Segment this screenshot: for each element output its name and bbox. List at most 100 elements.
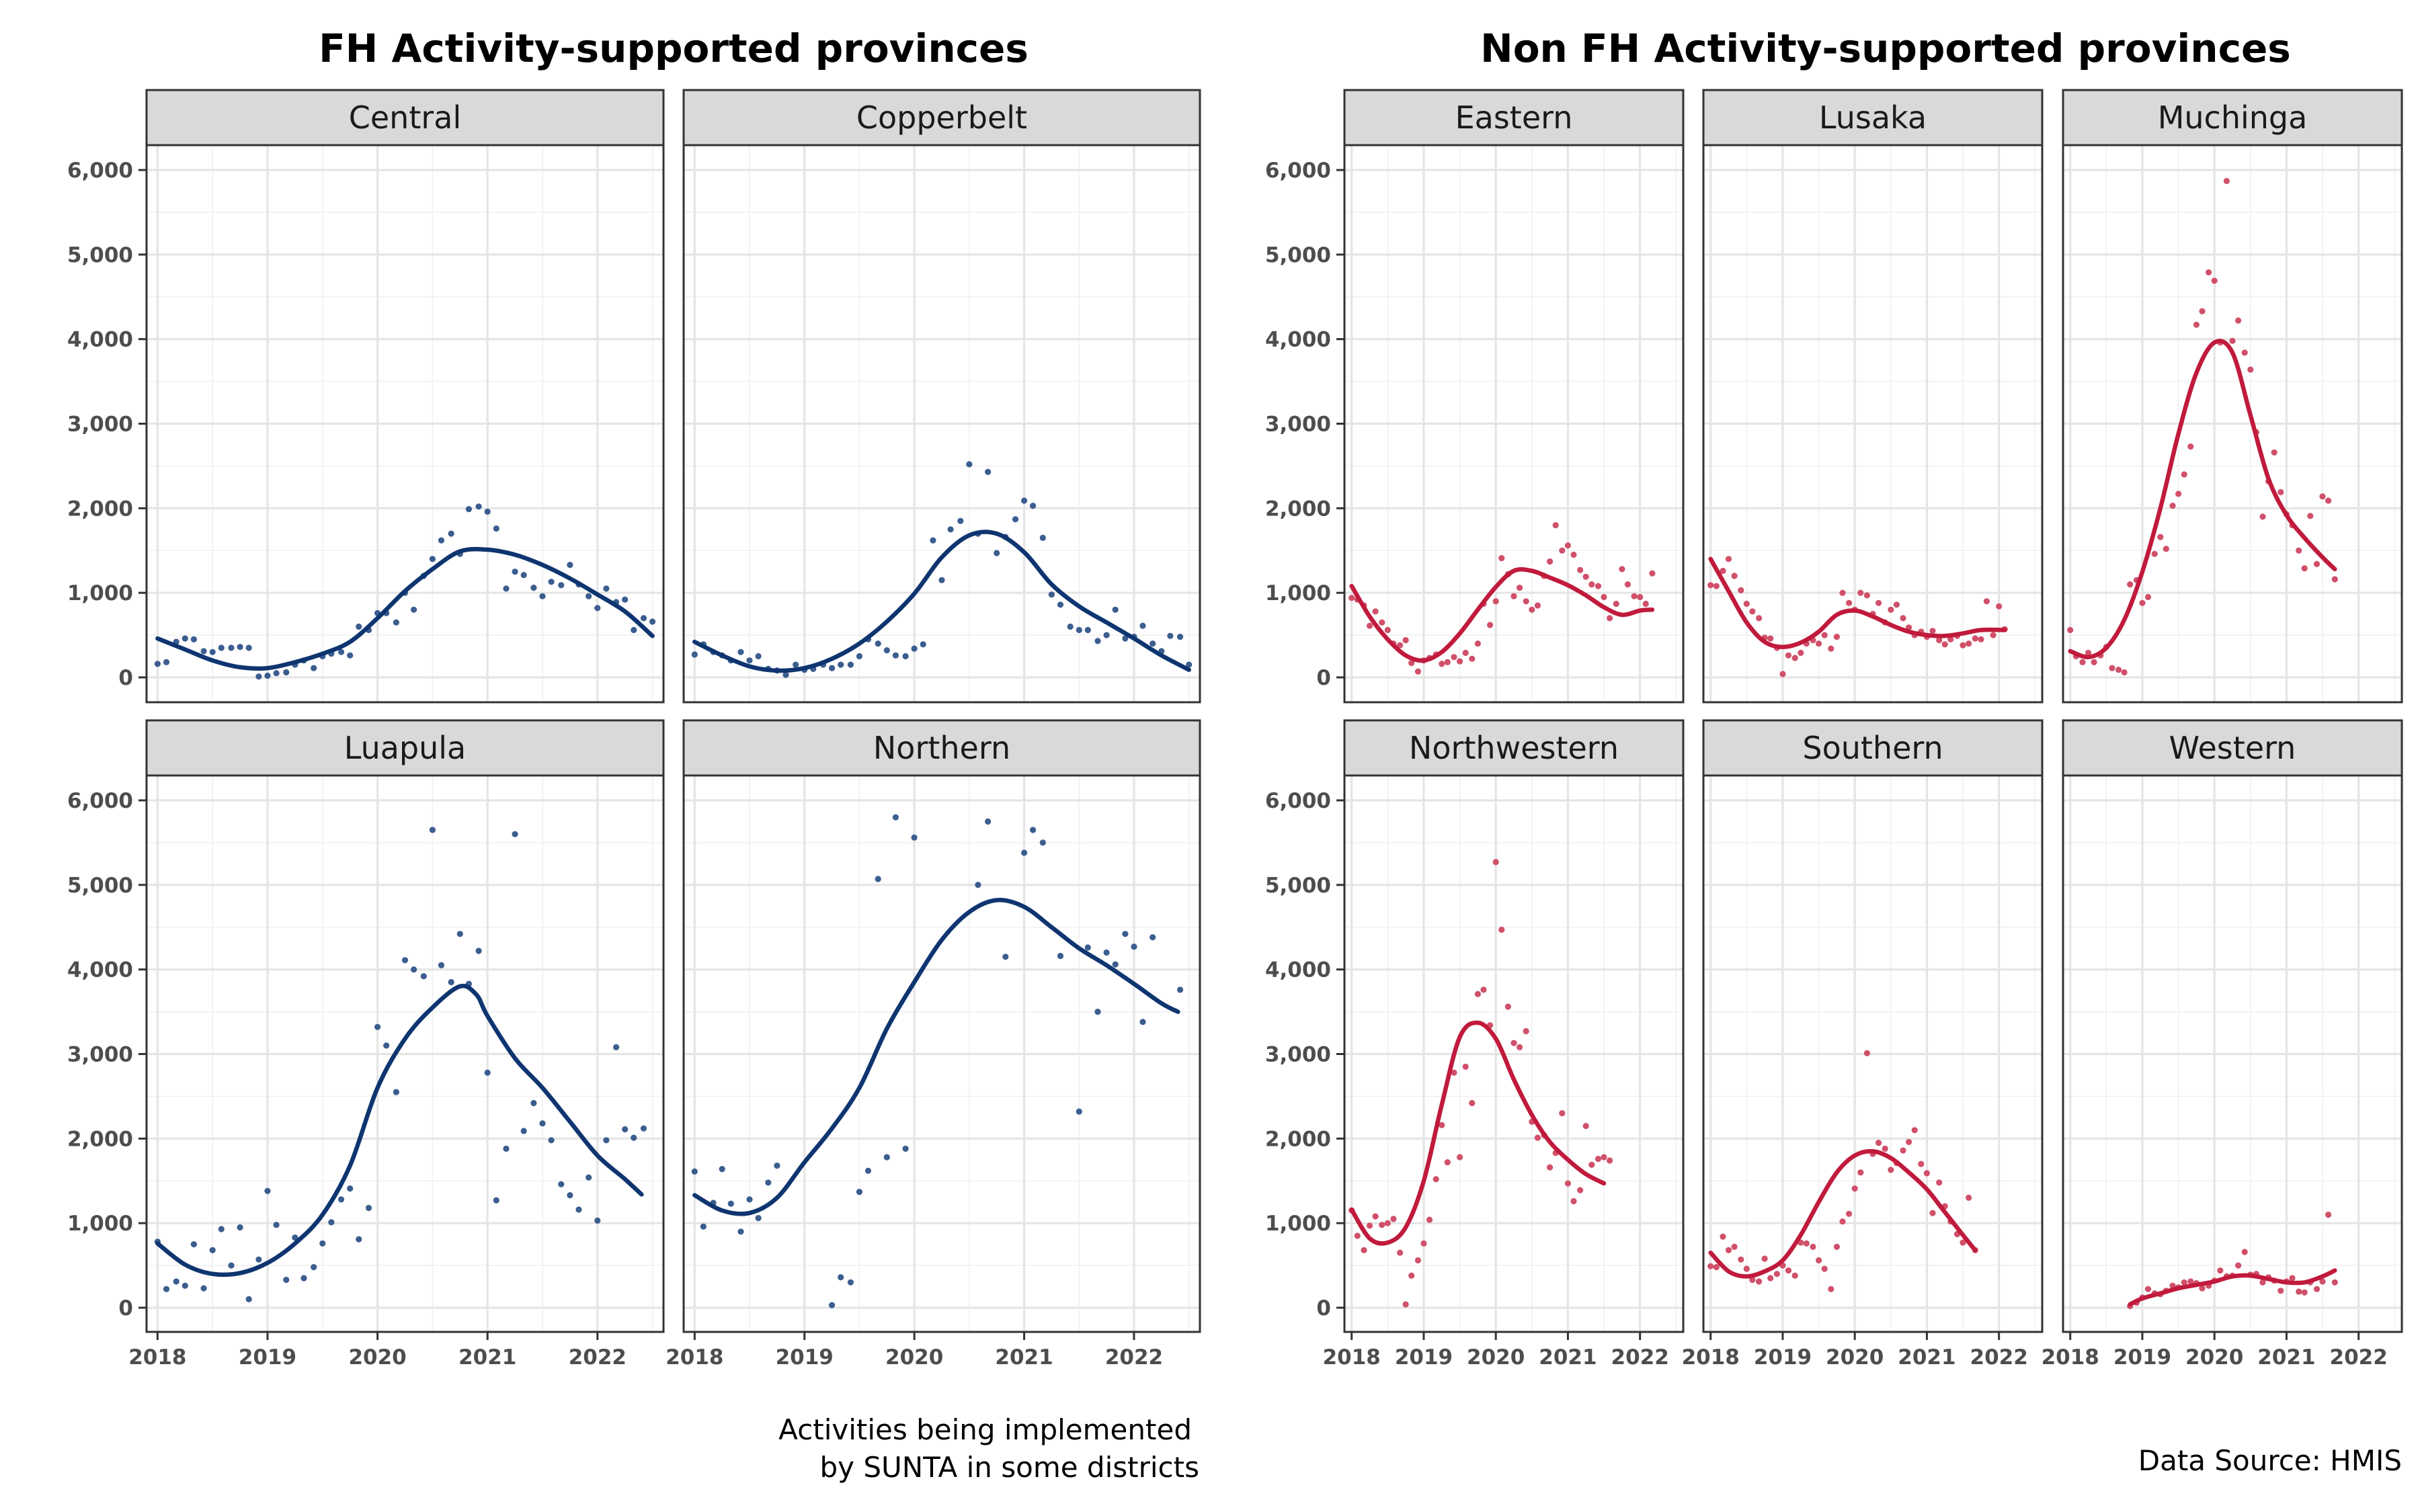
data-point [173,1278,179,1285]
x-tick-label: 2020 [885,1345,943,1370]
panel-border [2062,144,2403,704]
data-point [1094,1009,1101,1015]
data-point [947,526,954,533]
data-point [1833,1243,1840,1250]
data-point [411,966,417,973]
data-point [1517,585,1523,591]
y-tick-label: 6,000 [1265,159,1331,183]
data-point [1773,1271,1780,1277]
data-point [393,619,400,626]
data-point [1642,600,1649,607]
strip-label-eastern: Eastern [1455,99,1573,136]
data-point [218,644,225,651]
data-point [2139,599,2146,606]
data-point [448,530,454,537]
data-point [1767,635,1774,642]
data-point [1451,1069,1457,1076]
y-tick-label: 4,000 [1265,328,1331,352]
y-tick-label: 0 [118,1296,133,1320]
y-axis-luapula: 0 1,000 2,000 3,000 4,000 5,000 6,000 [67,789,147,1320]
data-point [209,1247,216,1253]
data-point [1439,661,1445,667]
data-point [347,1185,354,1192]
data-point [438,962,445,968]
data-point [920,641,926,648]
data-point [1785,652,1792,659]
data-point [1577,566,1584,573]
data-point [1384,1220,1391,1226]
data-point [1433,1176,1439,1183]
data-point [1707,1263,1714,1269]
data-point [503,1145,510,1152]
data-point [1397,1249,1404,1256]
data-point [1057,952,1064,960]
data-point [1851,1185,1858,1192]
data-point [613,1044,620,1050]
x-tick-label: 2021 [995,1345,1053,1370]
data-point [163,1286,170,1292]
data-point [2181,1279,2187,1286]
trend-line-lusaka [1708,556,2007,649]
data-point [2259,1279,2266,1286]
trend-line-muchinga [2068,339,2337,660]
data-point [1426,1216,1433,1223]
data-point [2144,1286,2152,1292]
data-point [200,648,207,655]
data-point [1876,1140,1882,1146]
data-point [520,1128,527,1134]
data-point [1857,1169,1864,1176]
data-point [2121,669,2128,676]
x-axis-northern: 2018 2019 2020 2021 2022 [666,1332,1163,1370]
data-point [567,562,573,569]
y-tick-label: 3,000 [67,1043,133,1067]
data-point [1529,606,1535,613]
data-point [1767,1275,1774,1282]
data-point [838,661,844,668]
data-point [2325,497,2332,504]
data-point [1595,1155,1602,1163]
data-point [182,635,188,642]
data-point [2109,665,2115,671]
x-tick-label: 2022 [1970,1345,2028,1370]
data-point [1030,827,1037,833]
data-point [1534,1134,1541,1141]
data-point [200,1285,207,1292]
data-point [1414,1257,1421,1264]
data-point [2296,1288,2302,1295]
trend-line-western [2128,1268,2337,1307]
data-point [1707,582,1714,589]
data-point [2313,560,2321,568]
data-point [1552,521,1559,529]
data-point [892,652,899,659]
x-tick-label: 2019 [1395,1345,1453,1370]
data-point [558,582,565,589]
y-tick-label: 5,000 [67,874,133,898]
data-point [2085,649,2092,657]
caption-sunta-line2: by SUNTA in some districts [819,1451,1199,1484]
data-point [1876,599,1882,606]
data-point [2211,278,2218,284]
data-point [1076,626,1082,634]
data-point [328,1219,335,1226]
data-point [539,593,546,599]
data-point [1839,1218,1846,1225]
strip-label-central: Central [349,99,462,136]
data-point [1547,558,1554,565]
data-point [1588,1161,1595,1168]
data-point [640,1125,647,1132]
y-tick-label: 2,000 [1265,1127,1331,1151]
data-point [1929,628,1936,634]
data-point [1372,1213,1379,1220]
data-point [1462,1063,1469,1070]
data-point [856,1189,862,1195]
data-point [782,671,789,678]
data-point [586,1174,592,1181]
data-point [1504,1003,1511,1010]
data-point [1408,660,1415,667]
strip-label-northwestern: Northwestern [1409,730,1619,766]
data-point [2235,1262,2242,1269]
data-point [1457,658,1463,665]
x-tick-label: 2020 [348,1345,406,1370]
data-point [1177,634,1184,640]
data-point [2199,1285,2206,1292]
